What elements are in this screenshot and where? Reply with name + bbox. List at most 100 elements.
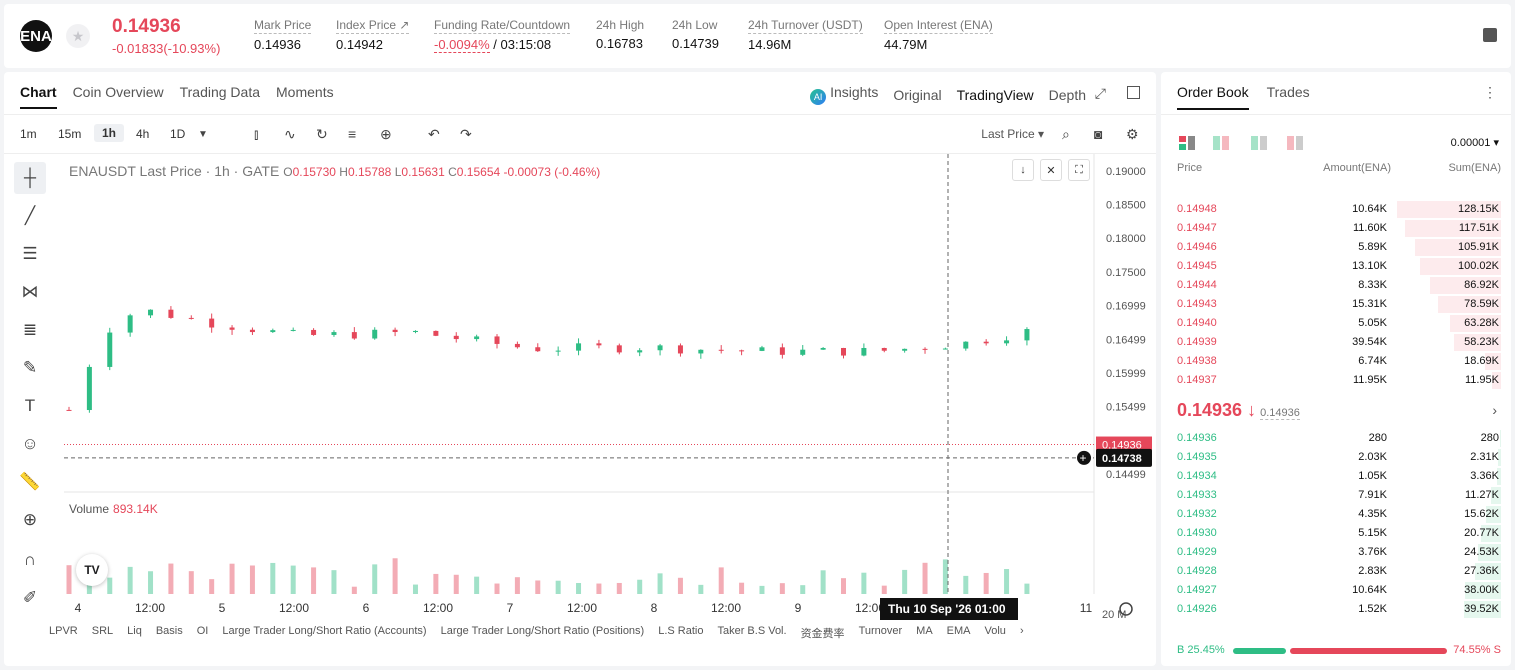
- pattern-tool-icon[interactable]: ⋈: [21, 282, 39, 301]
- indicators-icon[interactable]: ∿: [284, 126, 296, 142]
- layout-bids-icon[interactable]: [1251, 136, 1267, 150]
- indicator-item[interactable]: Large Trader Long/Short Ratio (Accounts): [222, 625, 427, 637]
- indicator-item[interactable]: EMA: [946, 625, 971, 637]
- ask-row[interactable]: 0.14947 11.60K 117.51K: [1161, 219, 1511, 238]
- candles-icon[interactable]: ⫾: [254, 126, 259, 142]
- zoom-in-tool-icon[interactable]: ⊕: [22, 510, 38, 529]
- tab-moments[interactable]: Moments: [276, 84, 334, 100]
- price-source-select[interactable]: Last Price ▾: [981, 127, 1044, 141]
- bid-row[interactable]: 0.14934 1.05K 3.36K: [1161, 467, 1511, 486]
- orderbook-sum: 105.91K: [1458, 241, 1499, 253]
- collapse-icon[interactable]: ✕: [1040, 159, 1062, 181]
- stat-funding-rate: Funding Rate/Countdown -0.0094% / 03:15:0…: [434, 18, 571, 53]
- add-alert-icon[interactable]: ⊕: [380, 126, 392, 142]
- settings-gear-icon[interactable]: ⚙: [1126, 126, 1139, 142]
- ask-row[interactable]: 0.14937 11.95K 11.95K: [1161, 371, 1511, 390]
- bid-row[interactable]: 0.14936 280 280: [1161, 429, 1511, 448]
- fib-tool-icon[interactable]: ≣: [22, 320, 38, 339]
- fullscreen-icon[interactable]: ⤢: [1094, 85, 1106, 101]
- stat-index-price[interactable]: Index Price ↗ 0.14942: [336, 18, 410, 52]
- redo-icon[interactable]: ↷: [460, 126, 472, 142]
- tab-trades[interactable]: Trades: [1266, 84, 1310, 100]
- tab-insights[interactable]: AI Insights: [810, 84, 878, 105]
- text-tool-icon[interactable]: T: [24, 396, 36, 415]
- bid-row[interactable]: 0.14929 3.76K 24.53K: [1161, 543, 1511, 562]
- horizontal-lines-tool-icon[interactable]: ☰: [22, 244, 38, 263]
- orderbook-amount: 13.10K: [1352, 260, 1387, 272]
- add-order-icon[interactable]: [1077, 450, 1091, 465]
- maximize-icon[interactable]: ⛶: [1068, 159, 1090, 181]
- bid-row[interactable]: 0.14935 2.03K 2.31K: [1161, 448, 1511, 467]
- indicator-item[interactable]: OI: [196, 625, 209, 637]
- bid-row[interactable]: 0.14926 1.52K 39.52K: [1161, 600, 1511, 619]
- ask-row[interactable]: 0.14940 5.05K 63.28K: [1161, 314, 1511, 333]
- layout-both-icon[interactable]: [1179, 136, 1195, 150]
- bid-row[interactable]: 0.14933 7.91K 11.27K: [1161, 486, 1511, 505]
- tab-coin-overview[interactable]: Coin Overview: [72, 84, 164, 100]
- depth-bar: [1419, 258, 1501, 275]
- ask-row[interactable]: 0.14943 15.31K 78.59K: [1161, 295, 1511, 314]
- trendline-tool-icon[interactable]: ╱: [24, 206, 36, 225]
- tab-tradingview[interactable]: TradingView: [956, 86, 1034, 103]
- order-book-panel: Order Book Trades ⋮ 0.00001 ▾ Price Amou…: [1161, 72, 1511, 666]
- ask-row[interactable]: 0.14944 8.33K 86.92K: [1161, 276, 1511, 295]
- time-settings-icon[interactable]: [1119, 602, 1133, 616]
- indicator-item[interactable]: Basis: [155, 625, 183, 637]
- camera-icon[interactable]: ◙: [1094, 126, 1103, 142]
- ask-row[interactable]: 0.14946 5.89K 105.91K: [1161, 238, 1511, 257]
- indicator-item[interactable]: Volu: [984, 625, 1006, 637]
- scroll-down-icon[interactable]: ↓: [1012, 159, 1034, 181]
- indicator-item[interactable]: Turnover: [858, 625, 903, 637]
- interval-1h[interactable]: 1h: [94, 124, 125, 142]
- ruler-tool-icon[interactable]: 📏: [19, 472, 41, 491]
- bid-row[interactable]: 0.14930 5.15K 20.77K: [1161, 524, 1511, 543]
- bid-row[interactable]: 0.14927 10.64K 38.00K: [1161, 581, 1511, 600]
- indicator-item[interactable]: LPVR: [49, 625, 78, 637]
- indicator-item[interactable]: Liq: [127, 625, 142, 637]
- interval-dropdown-icon[interactable]: ▼: [198, 129, 208, 140]
- indicator-item[interactable]: SRL: [91, 625, 114, 637]
- document-icon[interactable]: [1483, 28, 1497, 42]
- tab-original[interactable]: Original: [893, 86, 942, 103]
- crosshair-tool-icon[interactable]: ┼: [14, 162, 46, 194]
- brush-tool-icon[interactable]: ✎: [22, 358, 38, 377]
- layout-asks-icon[interactable]: [1287, 136, 1303, 150]
- more-icon[interactable]: ⋮: [1483, 84, 1497, 100]
- indicator-item[interactable]: 资金费率: [800, 628, 845, 640]
- interval-1d[interactable]: 1D: [170, 127, 186, 141]
- layout-split-icon[interactable]: [1213, 136, 1229, 150]
- undo-icon[interactable]: ↶: [428, 126, 440, 142]
- favorite-star-icon[interactable]: ★: [66, 24, 90, 48]
- indicator-item[interactable]: Large Trader Long/Short Ratio (Positions…: [440, 625, 645, 637]
- ask-row[interactable]: 0.14939 39.54K 58.23K: [1161, 333, 1511, 352]
- templates-icon[interactable]: ≡: [348, 126, 357, 142]
- replay-icon[interactable]: ↻: [316, 126, 328, 142]
- tradingview-logo[interactable]: TV: [76, 554, 108, 586]
- interval-4h[interactable]: 4h: [136, 127, 150, 141]
- orderbook-sum: 86.92K: [1464, 279, 1499, 291]
- chevron-right-icon[interactable]: ›: [1492, 402, 1497, 418]
- precision-select[interactable]: 0.00001 ▾: [1450, 137, 1499, 149]
- indicator-item[interactable]: L.S Ratio: [658, 625, 704, 637]
- search-icon[interactable]: ⌕: [1062, 126, 1070, 142]
- pencil-tool-icon[interactable]: ✐: [22, 588, 38, 607]
- indicator-item[interactable]: MA: [916, 625, 933, 637]
- candlestick-chart[interactable]: 0.19000 0.18500 0.18000 0.17500 0.16999 0.164…: [4, 154, 1156, 624]
- ask-row[interactable]: 0.14948 10.64K 128.15K: [1161, 200, 1511, 219]
- ask-row[interactable]: 0.14945 13.10K 100.02K: [1161, 257, 1511, 276]
- window-icon[interactable]: [1127, 86, 1140, 99]
- tab-depth[interactable]: Depth: [1048, 86, 1086, 103]
- interval-15m[interactable]: 15m: [58, 127, 82, 141]
- tab-chart[interactable]: Chart: [20, 84, 57, 109]
- interval-1m[interactable]: 1m: [20, 127, 37, 141]
- magnet-tool-icon[interactable]: ∩: [23, 550, 37, 569]
- ask-row[interactable]: 0.14938 6.74K 18.69K: [1161, 352, 1511, 371]
- emoji-tool-icon[interactable]: ☺: [21, 434, 39, 453]
- tab-order-book[interactable]: Order Book: [1177, 84, 1249, 110]
- orderbook-amount: 1.52K: [1358, 603, 1387, 615]
- bid-row[interactable]: 0.14932 4.35K 15.62K: [1161, 505, 1511, 524]
- bid-row[interactable]: 0.14928 2.83K 27.36K: [1161, 562, 1511, 581]
- indicator-scroll-icon[interactable]: ›: [1019, 625, 1024, 637]
- tab-trading-data[interactable]: Trading Data: [179, 84, 261, 100]
- indicator-item[interactable]: Taker B.S Vol.: [717, 625, 787, 637]
